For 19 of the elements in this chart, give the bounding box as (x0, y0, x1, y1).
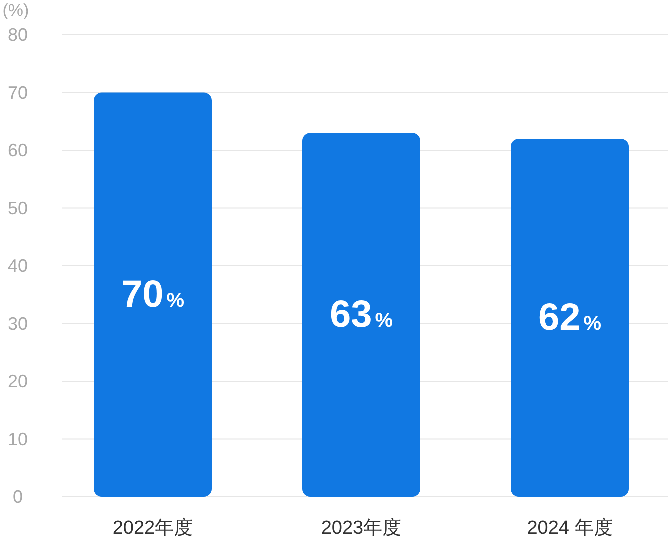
y-tick-label: 30 (8, 314, 28, 334)
y-tick-label: 50 (8, 198, 28, 218)
bar (94, 92, 212, 497)
data-label: 70% (121, 274, 185, 316)
data-label: 63% (330, 294, 394, 336)
y-tick-label: 70 (8, 82, 28, 103)
bar (511, 138, 629, 497)
x-tick-label: 2022年度 (112, 517, 194, 539)
y-tick-label: 10 (8, 429, 28, 450)
data-label: 62% (538, 296, 602, 339)
y-tick-label: 0 (12, 487, 24, 507)
y-tick-label: 60 (8, 140, 28, 160)
x-tick-label: 2023年度 (321, 517, 402, 539)
x-tick-label: 2024 年度 (527, 517, 613, 539)
y-axis-title: (%) (2, 1, 30, 20)
y-tick-label: 20 (8, 372, 28, 392)
bar (302, 133, 420, 497)
y-tick-label: 80 (8, 25, 28, 45)
y-tick-label: 40 (8, 256, 28, 276)
